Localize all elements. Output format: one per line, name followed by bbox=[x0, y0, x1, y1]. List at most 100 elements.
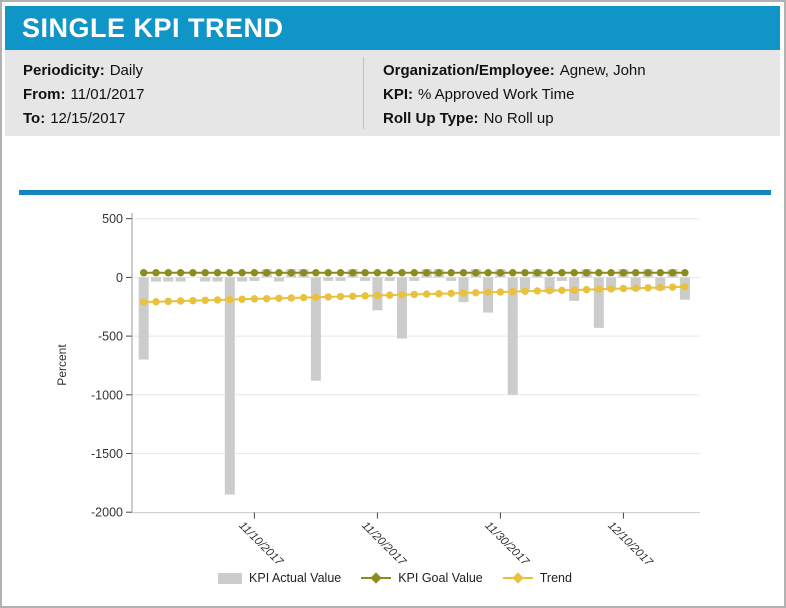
info-periodicity-value: Daily bbox=[109, 62, 144, 79]
trend-point bbox=[509, 287, 517, 296]
legend-item-actual[interactable]: KPI Actual Value bbox=[218, 571, 341, 585]
kpi-actual-bar[interactable] bbox=[224, 277, 235, 495]
info-rollup-value: No Roll up bbox=[483, 110, 554, 127]
kpi-actual-bar[interactable] bbox=[200, 277, 211, 282]
legend-trend-diamond bbox=[512, 572, 524, 584]
kpi-actual-bar[interactable] bbox=[237, 277, 248, 282]
trend-point bbox=[238, 295, 246, 303]
kpi-actual-bar[interactable] bbox=[409, 277, 420, 281]
kpi-goal-point bbox=[521, 269, 529, 277]
trend-point bbox=[545, 286, 554, 295]
legend-item-trend[interactable]: Trend bbox=[502, 571, 572, 585]
kpi-goal-point bbox=[361, 269, 369, 277]
kpi-actual-bar[interactable] bbox=[151, 277, 161, 282]
kpi-actual-bar[interactable] bbox=[274, 277, 284, 282]
kpi-goal-point bbox=[213, 269, 222, 277]
kpi-goal-point bbox=[201, 269, 209, 277]
kpi-goal-point bbox=[226, 269, 234, 277]
y-axis-tick-label: 500 bbox=[102, 212, 123, 226]
trend-point bbox=[361, 292, 369, 300]
trend-point bbox=[607, 285, 615, 293]
kpi-goal-point bbox=[570, 269, 578, 277]
trend-point bbox=[263, 294, 271, 303]
trend-point bbox=[176, 297, 185, 305]
x-axis-tick-label: 11/10/2017 bbox=[236, 520, 285, 569]
trend-point bbox=[287, 294, 295, 302]
trend-point bbox=[472, 288, 480, 297]
report-info-band: Periodicity: Daily From: 11/01/2017 To: 12/… bbox=[5, 50, 780, 136]
info-vertical-divider bbox=[363, 57, 364, 129]
kpi-goal-point bbox=[422, 269, 431, 277]
y-axis-title: Percent bbox=[55, 344, 69, 386]
kpi-goal-point bbox=[398, 269, 406, 277]
info-periodicity-label: Periodicity: bbox=[23, 62, 105, 79]
kpi-goal-point bbox=[447, 269, 455, 277]
kpi-actual-bar[interactable] bbox=[175, 277, 186, 282]
info-organization: Organization/Employee: Agnew, John bbox=[383, 59, 646, 83]
legend-item-goal[interactable]: KPI Goal Value bbox=[361, 571, 483, 585]
info-from-label: From: bbox=[23, 86, 66, 103]
trend-point bbox=[201, 296, 209, 304]
kpi-actual-bar[interactable] bbox=[593, 277, 604, 328]
trend-point bbox=[435, 290, 443, 298]
trend-point bbox=[656, 283, 664, 292]
kpi-goal-point bbox=[336, 269, 345, 277]
trend-point bbox=[386, 291, 394, 299]
kpi-actual-bar[interactable] bbox=[556, 277, 567, 281]
kpi-actual-bar[interactable] bbox=[212, 277, 223, 282]
info-to: To: 12/15/2017 bbox=[23, 107, 144, 131]
kpi-actual-bar[interactable] bbox=[507, 277, 518, 395]
kpi-goal-point bbox=[324, 269, 332, 277]
info-column-right: Organization/Employee: Agnew, John KPI: % … bbox=[383, 59, 646, 131]
trend-point bbox=[595, 285, 603, 293]
kpi-actual-bar[interactable] bbox=[544, 277, 555, 293]
kpi-actual-bar[interactable] bbox=[630, 277, 641, 291]
kpi-actual-bar[interactable] bbox=[384, 277, 395, 281]
kpi-actual-bar[interactable] bbox=[520, 277, 530, 291]
kpi-actual-bar[interactable] bbox=[446, 277, 457, 281]
kpi-goal-point bbox=[619, 269, 628, 277]
kpi-actual-bar[interactable] bbox=[360, 277, 371, 281]
trend-point bbox=[373, 291, 382, 300]
kpi-actual-bar[interactable] bbox=[163, 277, 174, 282]
kpi-goal-point bbox=[681, 269, 689, 277]
legend-actual-label: KPI Actual Value bbox=[249, 571, 342, 585]
kpi-actual-bar[interactable] bbox=[397, 277, 407, 339]
kpi-actual-bar[interactable] bbox=[606, 277, 617, 291]
trend-point bbox=[533, 287, 541, 295]
kpi-actual-bar[interactable] bbox=[310, 277, 321, 381]
trend-point bbox=[668, 283, 677, 291]
y-axis-tick-label: -1500 bbox=[91, 447, 123, 461]
report-title-bar: SINGLE KPI TREND bbox=[5, 6, 780, 50]
kpi-goal-point bbox=[250, 269, 259, 277]
trend-point bbox=[312, 293, 320, 301]
kpi-actual-bar[interactable] bbox=[323, 277, 334, 281]
kpi-goal-point bbox=[632, 269, 640, 277]
kpi-goal-point bbox=[275, 269, 283, 277]
info-from: From: 11/01/2017 bbox=[23, 83, 144, 107]
trend-point bbox=[447, 289, 455, 298]
info-kpi: KPI: % Approved Work Time bbox=[383, 83, 646, 107]
chart-legend: KPI Actual Value KPI Goal Value Trend bbox=[2, 571, 784, 585]
trend-point bbox=[459, 289, 468, 297]
trend-point bbox=[619, 284, 628, 293]
info-to-value: 12/15/2017 bbox=[50, 110, 126, 127]
kpi-actual-bar[interactable] bbox=[335, 277, 346, 281]
info-rollup: Roll Up Type: No Roll up bbox=[383, 107, 646, 131]
info-column-left: Periodicity: Daily From: 11/01/2017 To: 12/… bbox=[23, 59, 144, 131]
kpi-goal-point bbox=[373, 269, 382, 277]
y-axis-tick-label: -2000 bbox=[91, 506, 123, 520]
info-kpi-label: KPI: bbox=[383, 86, 413, 103]
kpi-actual-bar[interactable] bbox=[249, 277, 260, 281]
legend-goal-marker-icon bbox=[361, 572, 392, 584]
info-organization-value: Agnew, John bbox=[559, 62, 646, 79]
legend-trend-marker-icon bbox=[502, 572, 533, 584]
trend-point bbox=[582, 285, 591, 294]
kpi-goal-point bbox=[533, 269, 541, 277]
kpi-goal-point bbox=[410, 269, 418, 277]
x-axis-tick-label: 11/30/2017 bbox=[482, 520, 531, 569]
kpi-goal-point bbox=[545, 269, 554, 277]
kpi-actual-bar[interactable] bbox=[138, 277, 149, 360]
